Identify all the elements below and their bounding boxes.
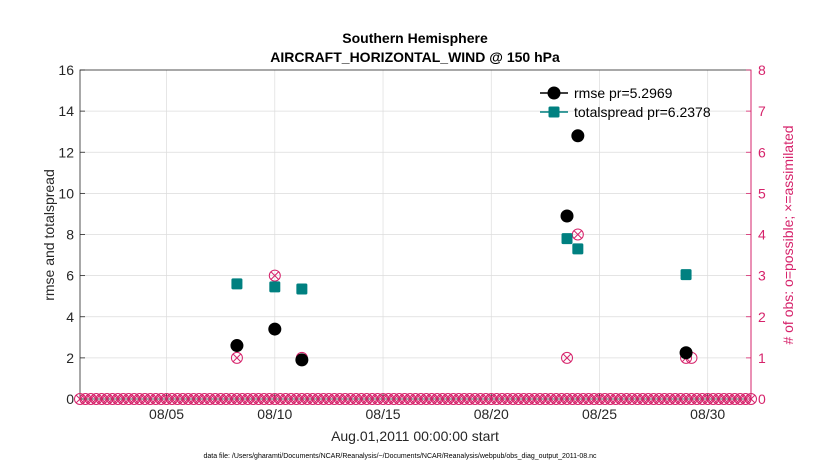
x-tick-label: 08/05 <box>149 406 184 422</box>
rmse-point <box>679 346 693 360</box>
y-tick-label: 2 <box>66 350 74 366</box>
rmse-point <box>230 339 244 353</box>
x-tick-label: 08/20 <box>474 406 509 422</box>
chart-title-line-1: Southern Hemisphere <box>342 30 488 46</box>
obs-possible-marker <box>561 351 574 364</box>
legend-rmse-marker <box>547 86 561 100</box>
y-tick-label: 10 <box>58 185 74 201</box>
legend-rmse-label: rmse pr=5.2969 <box>574 85 673 101</box>
y-tick-label: 14 <box>58 103 74 119</box>
series-markers <box>230 129 693 367</box>
rmse-point <box>571 129 585 143</box>
obs-markers <box>74 228 757 405</box>
y2-tick-label: 4 <box>758 227 766 243</box>
y2-axis-label: # of obs: o=possible; ×=assimilated <box>780 125 796 344</box>
y-tick-label: 4 <box>66 309 74 325</box>
x-stroke <box>746 394 756 404</box>
obs-assimilated-marker <box>573 230 583 239</box>
obs-possible-marker <box>268 269 281 282</box>
legend-totalspread-marker <box>548 106 560 118</box>
y-axis-right: 0 1 2 3 4 5 6 7 8 <box>746 62 766 407</box>
y-tick-label: 0 <box>66 391 74 407</box>
legend-totalspread-label: totalspread pr=6.2378 <box>574 104 711 120</box>
data-file-footnote: data file: /Users/gharamti/Documents/NCA… <box>203 453 597 460</box>
y-tick-label: 16 <box>58 62 74 78</box>
obs-possible-zero <box>745 393 757 405</box>
y2-tick-label: 0 <box>758 391 766 407</box>
x-stroke <box>232 353 242 363</box>
x-tick-label: 08/30 <box>690 406 725 422</box>
totalspread-point <box>680 269 692 281</box>
x-tick-label: 08/25 <box>582 406 617 422</box>
y2-tick-label: 5 <box>758 185 766 201</box>
chart-title-line-2: AIRCRAFT_HORIZONTAL_WIND @ 150 hPa <box>270 49 560 65</box>
y-tick-label: 6 <box>66 268 74 284</box>
x-stroke <box>562 353 572 363</box>
rmse-point <box>560 209 574 223</box>
y-tick-label: 8 <box>66 227 74 243</box>
obs-assimilated-marker <box>232 353 242 363</box>
y-axis-left: 0 2 4 6 8 10 12 14 16 <box>58 62 85 407</box>
legend: rmse pr=5.2969 totalspread pr=6.2378 <box>540 85 711 120</box>
y-tick-label: 12 <box>58 144 74 160</box>
y2-tick-label: 2 <box>758 309 766 325</box>
totalspread-point <box>269 281 281 293</box>
x-tick-label: 08/10 <box>257 406 292 422</box>
x-stroke <box>573 230 583 239</box>
totalspread-point <box>561 233 573 245</box>
obs-assimilated-zero <box>746 394 756 404</box>
y2-tick-label: 3 <box>758 268 766 284</box>
totalspread-point <box>231 278 243 290</box>
rmse-point <box>268 322 282 336</box>
x-axis-label: Aug.01,2011 00:00:00 start <box>331 428 499 444</box>
y2-tick-label: 1 <box>758 350 766 366</box>
totalspread-point <box>572 243 584 255</box>
y-axis-label: rmse and totalspread <box>41 169 57 301</box>
x-stroke <box>270 271 280 280</box>
x-tick-label: 08/15 <box>366 406 401 422</box>
totalspread-point <box>296 283 308 295</box>
obs-assimilated-marker <box>562 353 572 363</box>
rmse-point <box>295 353 309 367</box>
grid <box>80 70 751 399</box>
obs-possible-marker <box>230 351 243 364</box>
y2-tick-label: 7 <box>758 103 766 119</box>
y2-tick-label: 8 <box>758 62 766 78</box>
obs-assimilated-marker <box>270 271 280 280</box>
y2-tick-label: 6 <box>758 144 766 160</box>
